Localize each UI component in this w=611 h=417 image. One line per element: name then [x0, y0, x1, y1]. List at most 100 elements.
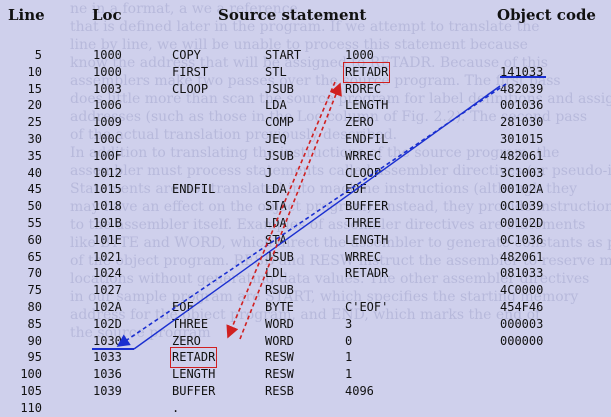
table-row: 65 1021 JSUB WRREC 482061 [0, 249, 611, 266]
background-text-line: ne in a format, a we a reference [70, 1, 298, 17]
cell-location: 1006 [93, 98, 122, 113]
cell-location: 1015 [93, 182, 122, 197]
background-text-line: assembler must process statements called… [70, 163, 611, 179]
cell-opcode: J [265, 165, 273, 180]
cell-opcode: LDA [265, 98, 287, 113]
cell-label: LENGTH [172, 367, 216, 382]
cell-label: ENDFIL [172, 182, 216, 197]
cell-location: 100F [93, 148, 122, 163]
cell-operand: 1 [345, 350, 353, 365]
cell-location: 1039 [93, 384, 122, 398]
blue-arrow-line-1033 [133, 85, 501, 350]
cell-location: 102D [93, 316, 122, 331]
cell-opcode: WORD [265, 316, 294, 331]
cell-line-number: 55 [27, 216, 42, 230]
cell-label: ZERO [172, 333, 201, 348]
table-row: 20 1006 LDA LENGTH 001036 [0, 97, 611, 114]
cell-line-number: 105 [20, 384, 42, 398]
cell-line-number: 110 [20, 400, 42, 415]
cell-location: 1024 [93, 266, 122, 281]
cell-line-number: 75 [27, 283, 42, 298]
cell-label: CLOOP [172, 81, 209, 96]
cell-line-number: 20 [27, 98, 42, 113]
background-text-line: locations without generating data values… [70, 271, 590, 287]
cell-operand: RETADR [342, 61, 391, 83]
cell-operand: CLOOP [345, 165, 382, 180]
cell-object-code: 00102D [500, 216, 544, 230]
cell-location: 101B [93, 216, 122, 230]
cell-object-code: 482061 [500, 148, 544, 163]
cell-operand: LENGTH [345, 98, 389, 113]
cell-line-number: 70 [27, 266, 42, 281]
cell-opcode: RSUB [265, 283, 294, 298]
cell-operand: 1 [345, 367, 353, 382]
cell-location: 1003 [93, 81, 122, 96]
table-row: 25 1009 COMP ZERO 281030 [0, 114, 611, 131]
table-row: 95 1033 RETADR RESW 1 [0, 347, 611, 369]
cell-location: 102A [93, 300, 122, 314]
header-line: Line [8, 6, 45, 24]
cell-line-number: 80 [27, 300, 42, 314]
cell-object-code: 454F46 [500, 300, 544, 314]
cell-object-code: 001036 [500, 98, 544, 113]
cell-location: 1012 [93, 165, 122, 180]
table-row: 100 1036 LENGTH RESW 1 [0, 366, 611, 383]
cell-line-number: 90 [27, 333, 42, 348]
cell-opcode: JSUB [265, 148, 294, 163]
cell-label: RETADR [169, 347, 218, 369]
cell-object-code: 000003 [500, 316, 544, 331]
cell-object-code: 4C0000 [500, 283, 544, 298]
cell-line-number: 35 [27, 148, 42, 163]
cell-location: 1021 [93, 249, 122, 264]
cell-opcode: JEQ [265, 132, 287, 146]
cell-opcode: JSUB [265, 81, 294, 96]
cell-operand: ENDFIL [345, 132, 389, 146]
cell-location: 1000 [93, 64, 122, 79]
cell-object-code: 482039 [500, 81, 544, 96]
table-row: 70 1024 LDL RETADR 081033 [0, 265, 611, 282]
background-text-line: line by line, we will be unable to proce… [70, 37, 528, 53]
background-text-line: In addition to translating the instructi… [70, 145, 560, 161]
table-row: 35 100F JSUB WRREC 482061 [0, 148, 611, 165]
cell-object-code: 081033 [500, 266, 544, 281]
background-text-line: Statements are not translated into machi… [70, 181, 578, 197]
cell-operand: 4096 [345, 384, 374, 398]
table-row: 85 102D THREE WORD 3 000003 [0, 316, 611, 333]
cell-line-number: 100 [20, 367, 42, 382]
background-text-line: may have an effect on the object program… [70, 199, 611, 215]
cell-line-number: 60 [27, 232, 42, 247]
cell-opcode: COMP [265, 115, 294, 130]
background-text-line: to the assembler itself. Examples of ass… [70, 217, 586, 233]
cell-operand: 0 [345, 333, 353, 348]
cell-object-code: 141033 [500, 64, 544, 79]
cell-label: COPY [172, 48, 201, 62]
red-arrow-to-retadr-operand [239, 82, 342, 340]
cell-operand: RETADR [345, 266, 389, 281]
cell-operand: LENGTH [345, 232, 389, 247]
cell-location: 1018 [93, 199, 122, 214]
cell-object-code: 301015 [500, 132, 544, 146]
cell-operand: C'EOF' [345, 300, 389, 314]
cell-label: FIRST [172, 64, 209, 79]
table-row: 40 1012 J CLOOP 3C1003 [0, 165, 611, 182]
cell-label: BUFFER [172, 384, 216, 398]
cell-object-code: 281030 [500, 115, 544, 130]
cell-label: . [172, 400, 180, 415]
cell-location: 100C [93, 132, 122, 146]
cell-operand: WRREC [345, 148, 382, 163]
cell-line-number: 15 [27, 81, 42, 96]
cell-location: 101E [93, 232, 122, 247]
background-text-line: of the actual translation previously des… [70, 127, 398, 143]
cell-label: THREE [172, 316, 209, 331]
cell-line-number: 40 [27, 165, 42, 180]
cell-opcode: WORD [265, 333, 294, 348]
cell-location: 1009 [93, 115, 122, 130]
background-text-line: the source program [70, 325, 211, 341]
cell-line-number: 85 [27, 316, 42, 331]
background-text-line: of the object program. RESB and RESW ins… [70, 253, 611, 269]
cell-opcode: JSUB [265, 249, 294, 264]
table-row: 105 1039 BUFFER RESB 4096 [0, 383, 611, 400]
cell-operand: BUFFER [345, 199, 389, 214]
cell-opcode: BYTE [265, 300, 294, 314]
